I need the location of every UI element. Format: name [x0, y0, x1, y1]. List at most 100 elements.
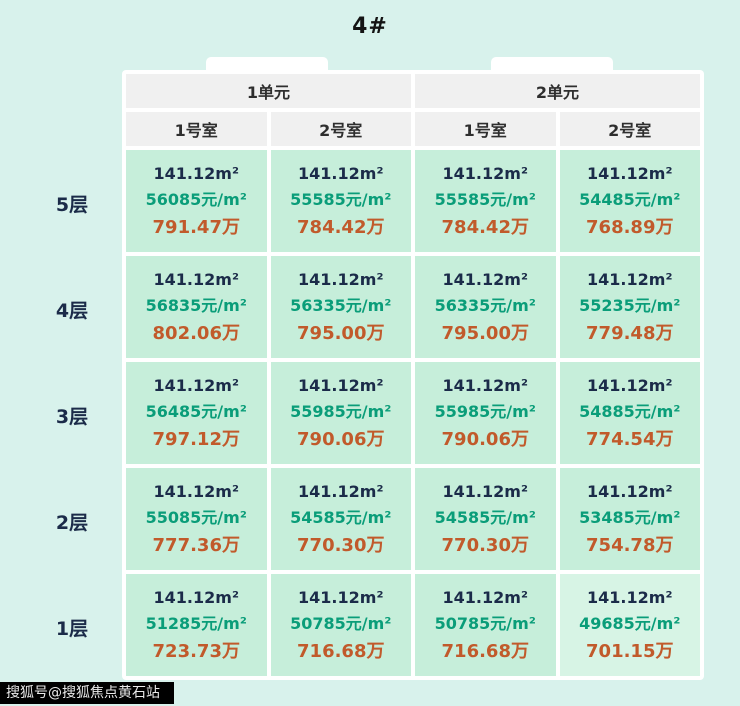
cell-unit-price: 50785元/m²: [290, 613, 392, 633]
price-cell: 141.12m² 56335元/m² 795.00万: [415, 256, 556, 358]
room-header-row: 1号室 2号室 1号室 2号室: [126, 112, 700, 146]
watermark-text: 搜狐号@搜狐焦点黄石站: [6, 685, 160, 701]
cell-unit-price: 56335元/m²: [434, 295, 536, 315]
cell-total-price: 768.89万: [586, 216, 674, 238]
cell-total-price: 802.06万: [152, 322, 240, 344]
floor-label: 5层: [55, 193, 89, 216]
unit2-header-tab: [491, 57, 613, 71]
price-cell: 141.12m² 56335元/m² 795.00万: [270, 256, 411, 358]
cell-area: 141.12m²: [153, 375, 239, 395]
cell-unit-price: 55585元/m²: [290, 189, 392, 209]
cell-area: 141.12m²: [587, 481, 673, 501]
cell-area: 141.12m²: [298, 481, 384, 501]
price-cell: 141.12m² 55985元/m² 790.06万: [270, 362, 411, 464]
cell-area: 141.12m²: [153, 481, 239, 501]
cell-unit-price: 55085元/m²: [145, 507, 247, 527]
cell-unit-price: 51285元/m²: [145, 613, 247, 633]
price-cell: 141.12m² 55585元/m² 784.42万: [270, 150, 411, 252]
price-cell: 141.12m² 56835元/m² 802.06万: [126, 256, 267, 358]
price-cell: 141.12m² 51285元/m² 723.73万: [126, 574, 267, 676]
cell-unit-price: 50785元/m²: [434, 613, 536, 633]
cell-area: 141.12m²: [442, 163, 528, 183]
cell-area: 141.12m²: [587, 375, 673, 395]
cell-total-price: 774.54万: [586, 428, 674, 450]
price-cell: 141.12m² 50785元/m² 716.68万: [270, 574, 411, 676]
floor-label: 4层: [55, 299, 89, 322]
cell-total-price: 779.48万: [586, 322, 674, 344]
cell-area: 141.12m²: [587, 269, 673, 289]
cell-total-price: 790.06万: [441, 428, 529, 450]
cell-unit-price: 56485元/m²: [145, 401, 247, 421]
watermark-badge: 搜狐号@搜狐焦点黄石站: [0, 682, 174, 704]
page-title: 4#: [352, 14, 388, 39]
cell-area: 141.12m²: [587, 587, 673, 607]
price-cell: 141.12m² 49685元/m² 701.15万: [559, 574, 700, 676]
room-header: 1号室: [415, 112, 556, 146]
cell-total-price: 784.42万: [297, 216, 385, 238]
price-table: 1单元 2单元 1号室 2号室 1号室 2号室 141.12m² 56085元/…: [122, 70, 704, 680]
floor-label: 3层: [55, 405, 89, 428]
cell-area: 141.12m²: [298, 163, 384, 183]
room-header: 2号室: [270, 112, 411, 146]
price-cell: 141.12m² 55085元/m² 777.36万: [126, 468, 267, 570]
cell-area: 141.12m²: [153, 269, 239, 289]
unit-header: 1单元: [126, 74, 411, 108]
cell-total-price: 701.15万: [586, 640, 674, 662]
price-cell: 141.12m² 54585元/m² 770.30万: [270, 468, 411, 570]
floor-label: 1层: [55, 617, 89, 640]
price-grid: 141.12m² 56085元/m² 791.47万 141.12m² 5558…: [126, 150, 700, 676]
cell-total-price: 723.73万: [152, 640, 240, 662]
cell-total-price: 795.00万: [297, 322, 385, 344]
cell-unit-price: 54585元/m²: [290, 507, 392, 527]
price-cell: 141.12m² 53485元/m² 754.78万: [559, 468, 700, 570]
cell-total-price: 770.30万: [297, 534, 385, 556]
cell-area: 141.12m²: [442, 375, 528, 395]
cell-total-price: 791.47万: [152, 216, 240, 238]
price-cell: 141.12m² 55585元/m² 784.42万: [415, 150, 556, 252]
price-cell: 141.12m² 56085元/m² 791.47万: [126, 150, 267, 252]
cell-area: 141.12m²: [153, 163, 239, 183]
room-header: 1号室: [126, 112, 267, 146]
cell-total-price: 754.78万: [586, 534, 674, 556]
cell-total-price: 795.00万: [441, 322, 529, 344]
price-cell: 141.12m² 54485元/m² 768.89万: [559, 150, 700, 252]
cell-area: 141.12m²: [587, 163, 673, 183]
cell-total-price: 790.06万: [297, 428, 385, 450]
cell-unit-price: 56085元/m²: [145, 189, 247, 209]
cell-unit-price: 54585元/m²: [434, 507, 536, 527]
cell-total-price: 797.12万: [152, 428, 240, 450]
cell-area: 141.12m²: [442, 481, 528, 501]
cell-total-price: 770.30万: [441, 534, 529, 556]
price-cell: 141.12m² 56485元/m² 797.12万: [126, 362, 267, 464]
cell-unit-price: 49685元/m²: [579, 613, 681, 633]
unit-header: 2单元: [415, 74, 700, 108]
price-cell: 141.12m² 54885元/m² 774.54万: [559, 362, 700, 464]
cell-unit-price: 56335元/m²: [290, 295, 392, 315]
cell-unit-price: 55985元/m²: [290, 401, 392, 421]
cell-area: 141.12m²: [442, 587, 528, 607]
cell-area: 141.12m²: [153, 587, 239, 607]
cell-area: 141.12m²: [298, 269, 384, 289]
cell-unit-price: 55235元/m²: [579, 295, 681, 315]
room-header: 2号室: [559, 112, 700, 146]
cell-total-price: 777.36万: [152, 534, 240, 556]
cell-unit-price: 53485元/m²: [579, 507, 681, 527]
cell-unit-price: 55585元/m²: [434, 189, 536, 209]
cell-total-price: 716.68万: [441, 640, 529, 662]
floor-label: 2层: [55, 511, 89, 534]
price-cell: 141.12m² 54585元/m² 770.30万: [415, 468, 556, 570]
cell-unit-price: 55985元/m²: [434, 401, 536, 421]
unit-header-row: 1单元 2单元: [126, 74, 700, 108]
price-cell: 141.12m² 55235元/m² 779.48万: [559, 256, 700, 358]
cell-area: 141.12m²: [298, 375, 384, 395]
cell-total-price: 784.42万: [441, 216, 529, 238]
cell-unit-price: 56835元/m²: [145, 295, 247, 315]
unit1-header-tab: [206, 57, 328, 71]
cell-unit-price: 54485元/m²: [579, 189, 681, 209]
cell-total-price: 716.68万: [297, 640, 385, 662]
floor-label-column: 5层 4层 3层 2层 1层: [28, 150, 116, 680]
cell-unit-price: 54885元/m²: [579, 401, 681, 421]
cell-area: 141.12m²: [442, 269, 528, 289]
price-cell: 141.12m² 55985元/m² 790.06万: [415, 362, 556, 464]
